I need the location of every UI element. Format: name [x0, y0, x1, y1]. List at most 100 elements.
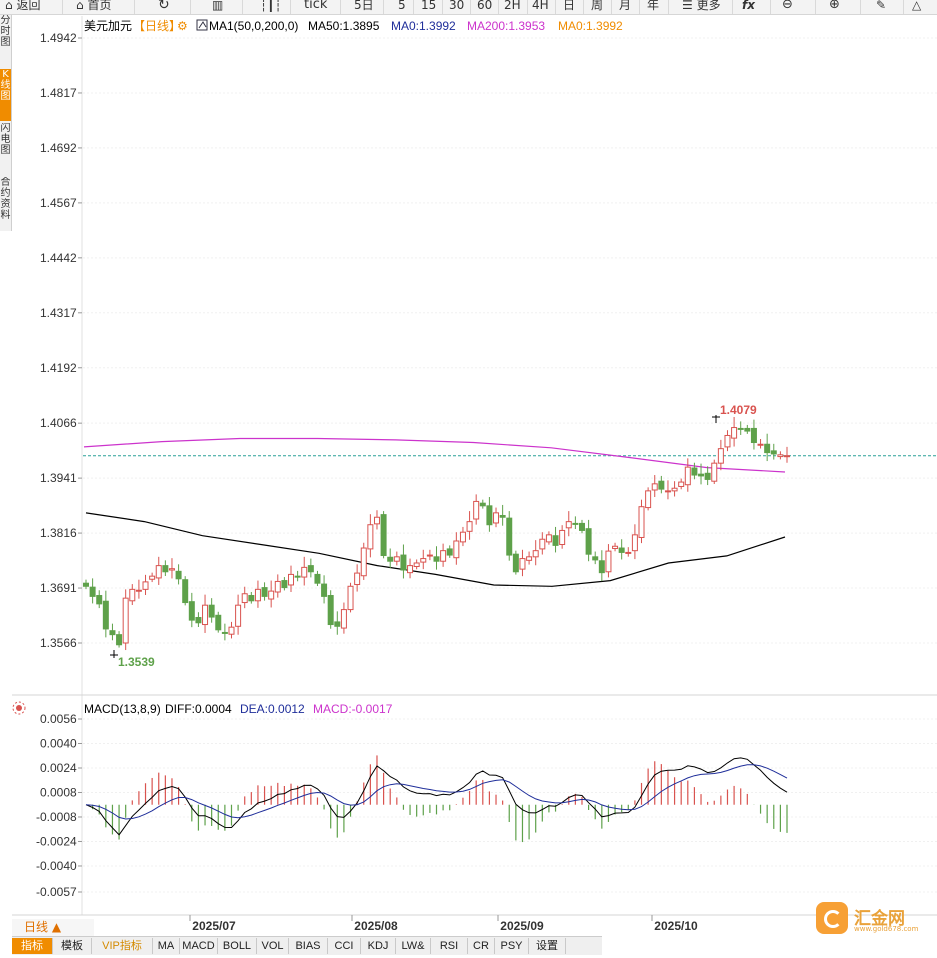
logo-text: 汇金网: [854, 909, 905, 929]
separator: [442, 0, 443, 14]
draw-pen-icon[interactable]: ✎: [876, 0, 887, 12]
collapse-triangle-icon[interactable]: △: [912, 0, 922, 12]
candle-body: [288, 573, 295, 586]
tab-macd[interactable]: MACD: [180, 938, 218, 954]
candle-body: [413, 562, 420, 567]
tab-indicators[interactable]: 指标: [12, 938, 53, 954]
macd-tick-label: 0.0040: [40, 736, 77, 750]
separator: [639, 0, 640, 14]
candle-body: [506, 517, 513, 556]
candle-body: [248, 595, 255, 602]
home-button[interactable]: ⌂ 首页: [76, 0, 112, 12]
tab-kline[interactable]: K线图: [0, 69, 11, 121]
separator: [815, 0, 816, 14]
tab-vol[interactable]: VOL: [257, 938, 289, 954]
candle-body: [202, 604, 209, 626]
price-tick-label: 1.4192: [40, 361, 77, 375]
period-5min[interactable]: 5: [398, 0, 406, 12]
macd-tick-label: -0.0057: [36, 885, 77, 899]
period-day[interactable]: 日: [563, 0, 576, 12]
macd-axis: 0.0056 0.0040 0.0024 0.0008 -0.0008 -0.0024 -0…: [36, 712, 82, 899]
period-15min[interactable]: 15: [421, 0, 437, 12]
candle-body: [360, 547, 367, 577]
separator: [583, 0, 584, 14]
period-5day[interactable]: 5日: [354, 0, 374, 12]
refresh-icon[interactable]: ↻: [158, 0, 170, 13]
tab-bias[interactable]: BIAS: [289, 938, 328, 954]
candle-body: [493, 512, 500, 524]
candle-body: [777, 454, 784, 458]
period-month[interactable]: 月: [619, 0, 632, 12]
macd-tick-label: -0.0024: [36, 834, 77, 848]
candle-body: [340, 609, 347, 629]
period-week[interactable]: 周: [591, 0, 604, 12]
candle-body: [645, 490, 652, 509]
tab-cr[interactable]: CR: [468, 938, 495, 954]
formula-button[interactable]: fx: [742, 0, 755, 12]
tab-kdj[interactable]: KDJ: [361, 938, 396, 954]
candle-body: [268, 590, 275, 600]
candle-body: [526, 556, 533, 561]
candle-body: [122, 597, 129, 644]
separator: [290, 0, 291, 14]
more-button[interactable]: ☰ 更多: [682, 0, 721, 12]
candle-body: [592, 556, 599, 561]
macd-tick-label: 0.0008: [40, 785, 77, 799]
tab-psy[interactable]: PSY: [495, 938, 529, 954]
macd-settings-icon[interactable]: [16, 705, 22, 711]
candle-body: [479, 502, 486, 507]
period-60min[interactable]: 60: [477, 0, 493, 12]
candle-body: [704, 472, 711, 480]
separator: [62, 0, 63, 14]
indicator-toggle-icon[interactable]: [196, 19, 208, 31]
bar-chart-icon[interactable]: ▥: [212, 0, 224, 12]
candle-body: [724, 434, 731, 448]
tab-timeshare[interactable]: 分时图: [0, 15, 11, 48]
macd-tick-label: 0.0056: [40, 712, 77, 726]
time-axis: 2025/07 2025/08 2025/09 2025/10: [189, 915, 698, 933]
candle-body: [334, 621, 341, 627]
candlestick-icon[interactable]: ┆┃┆: [260, 0, 282, 12]
tab-vip-indicators[interactable]: VIP指标: [92, 938, 153, 954]
candle-body: [605, 550, 612, 573]
tab-templates[interactable]: 模板: [53, 938, 92, 954]
low-price-label: 1.3539: [118, 655, 155, 669]
candle-body: [354, 572, 361, 586]
candle-body: [89, 586, 96, 597]
candle-body: [440, 550, 447, 562]
period-selector-button[interactable]: 日线 ▲: [12, 919, 94, 936]
settings-gear-icon[interactable]: ⚙: [177, 19, 188, 33]
zoom-in-icon[interactable]: ⊕: [829, 0, 840, 12]
tab-settings[interactable]: 设置: [529, 938, 566, 954]
candle-body: [757, 443, 764, 446]
tab-rsi[interactable]: RSI: [431, 938, 468, 954]
macd-tick-label: -0.0008: [36, 810, 77, 824]
candle-body: [559, 529, 566, 546]
tab-flash[interactable]: 闪电图: [0, 123, 11, 156]
time-tick-label: 2025/08: [354, 919, 398, 933]
candle-body: [433, 556, 440, 562]
zoom-out-icon[interactable]: ⊖: [782, 0, 793, 12]
candle-body: [585, 528, 592, 555]
candle-body: [221, 631, 228, 634]
back-button[interactable]: ⌂ 返回: [5, 0, 41, 12]
price-tick-label: 1.4817: [40, 86, 77, 100]
tick-button[interactable]: tick: [304, 0, 328, 12]
candle-body: [684, 466, 691, 486]
tab-contract-info[interactable]: 合约资料: [0, 177, 11, 221]
candle-body: [387, 556, 394, 562]
period-year[interactable]: 年: [647, 0, 660, 12]
tab-boll[interactable]: BOLL: [218, 938, 257, 954]
candle-body: [651, 483, 658, 491]
period-4h[interactable]: 4H: [532, 0, 549, 12]
tab-ma[interactable]: MA: [153, 938, 180, 954]
ma200-value: MA200:1.3953: [467, 19, 545, 33]
tab-lwr[interactable]: LW&: [396, 938, 431, 954]
candle-body: [168, 568, 175, 571]
period-30min[interactable]: 30: [449, 0, 465, 12]
candle-body: [208, 604, 215, 618]
period-2h[interactable]: 2H: [504, 0, 521, 12]
candle-body: [539, 538, 546, 550]
tab-cci[interactable]: CCI: [328, 938, 361, 954]
